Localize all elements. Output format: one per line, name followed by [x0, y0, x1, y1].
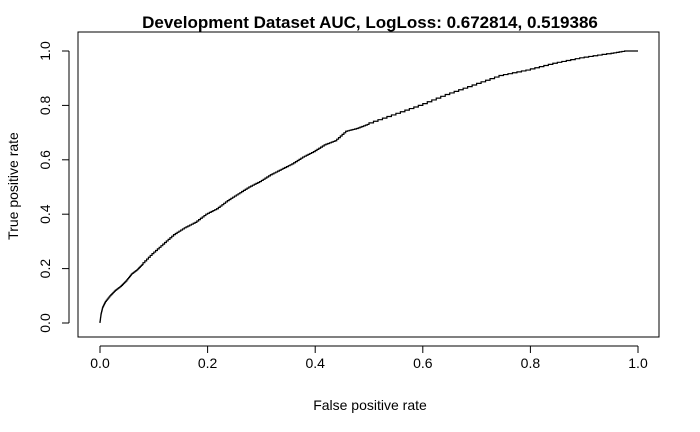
roc-curve: [99, 50, 638, 323]
y-tick-label: 0.2: [37, 259, 53, 279]
y-tick-label: 0.4: [37, 204, 53, 224]
y-axis-label: True positive rate: [5, 132, 21, 240]
x-tick-label: 1.0: [628, 355, 648, 371]
x-axis: 0.0 0.2 0.4 0.6 0.8 1.0: [90, 345, 648, 371]
series-layer: [99, 50, 638, 323]
y-tick-label: 0.8: [37, 95, 53, 115]
y-axis: 0.0 0.2 0.4 0.6 0.8 1.0: [37, 41, 70, 333]
x-axis-label: False positive rate: [313, 397, 427, 413]
y-tick-label: 1.0: [37, 41, 53, 61]
plot-frame: [77, 31, 660, 338]
chart-title: Development Dataset AUC, LogLoss: 0.6728…: [142, 13, 598, 32]
x-tick-label: 0.2: [198, 355, 218, 371]
x-tick-label: 0.0: [90, 355, 110, 371]
x-tick-label: 0.4: [305, 355, 325, 371]
y-tick-label: 0.6: [37, 150, 53, 170]
x-tick-label: 0.8: [521, 355, 541, 371]
y-tick-label: 0.0: [37, 313, 53, 333]
x-tick-label: 0.6: [413, 355, 433, 371]
